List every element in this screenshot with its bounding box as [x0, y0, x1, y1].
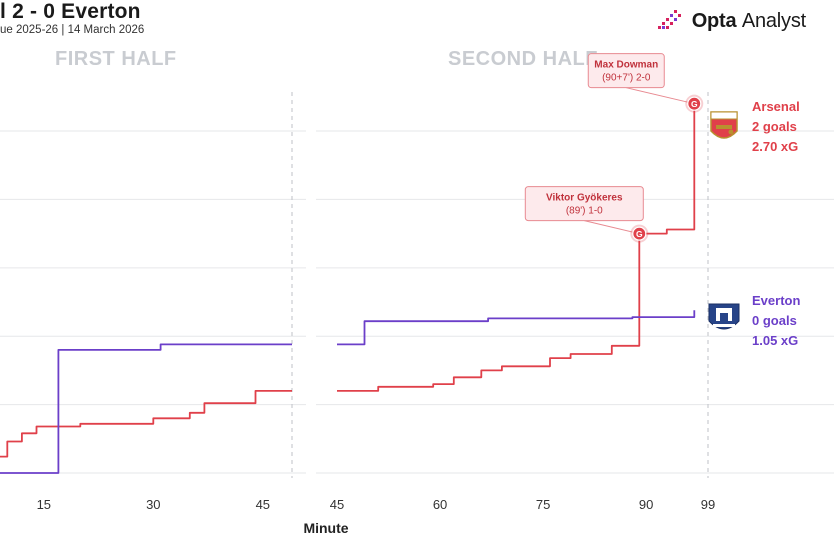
x-tick-label: 60: [433, 497, 447, 512]
match-title: l 2 - 0 Everton: [0, 0, 141, 23]
goal-annotation-connector: [584, 220, 640, 235]
goal-scorer-name: Max Dowman: [594, 60, 658, 71]
goal-annotation-connector: [626, 87, 695, 105]
goal-minute-score: (89') 1-0: [566, 206, 603, 217]
everton-xg-line: [0, 343, 292, 474]
goal-annotation-box: [524, 186, 644, 222]
arsenal-xg-label: 2.70 xG: [752, 139, 798, 154]
opta-analyst-logo: Opta Analyst: [657, 6, 807, 36]
opta-logo-icon: [657, 10, 681, 29]
everton-xg-label: 1.05 xG: [752, 333, 798, 348]
brand-bold: Opta: [691, 9, 737, 32]
arsenal-goals-label: 2 goals: [752, 119, 797, 134]
x-tick-label: 15: [37, 497, 51, 512]
arsenal-crest-cannon: [716, 125, 732, 129]
goal-marker-label: G: [636, 229, 643, 239]
arsenal-xg-line: [337, 103, 696, 392]
everton-team-label: Everton: [752, 293, 800, 308]
x-tick-label: 45: [256, 497, 270, 512]
goal-annotation-box: [587, 53, 665, 89]
arsenal-xg-line: [0, 389, 292, 458]
x-tick-label: 75: [536, 497, 550, 512]
brand-light: Analyst: [741, 9, 806, 32]
x-tick-label: 90: [639, 497, 653, 512]
x-tick-label: 99: [701, 497, 715, 512]
arsenal-crest-wheel: [728, 129, 734, 135]
goal-marker: [687, 96, 702, 111]
everton-crest-door: [720, 313, 728, 321]
match-subtitle: ue 2025-26 | 14 March 2026: [0, 24, 145, 36]
goal-scorer-name: Viktor Gyökeres: [546, 193, 623, 204]
everton-crest-banner: [713, 324, 735, 327]
everton-goals-label: 0 goals: [752, 313, 797, 328]
brand-wordmark: Opta Analyst: [691, 9, 807, 33]
x-tick-label: 30: [146, 497, 160, 512]
x-tick-label: 45: [330, 497, 344, 512]
everton-xg-line: [337, 310, 696, 346]
first-half-label: FIRST HALF: [55, 48, 177, 70]
arsenal-team-label: Arsenal: [752, 99, 800, 114]
goal-marker: [632, 226, 647, 241]
arsenal-crest-band: [710, 111, 738, 120]
second-half-label: SECOND HALF: [448, 48, 598, 70]
goal-marker-label: G: [691, 99, 698, 109]
x-axis-title: Minute: [303, 520, 348, 536]
goal-minute-score: (90+7') 2-0: [602, 73, 651, 84]
